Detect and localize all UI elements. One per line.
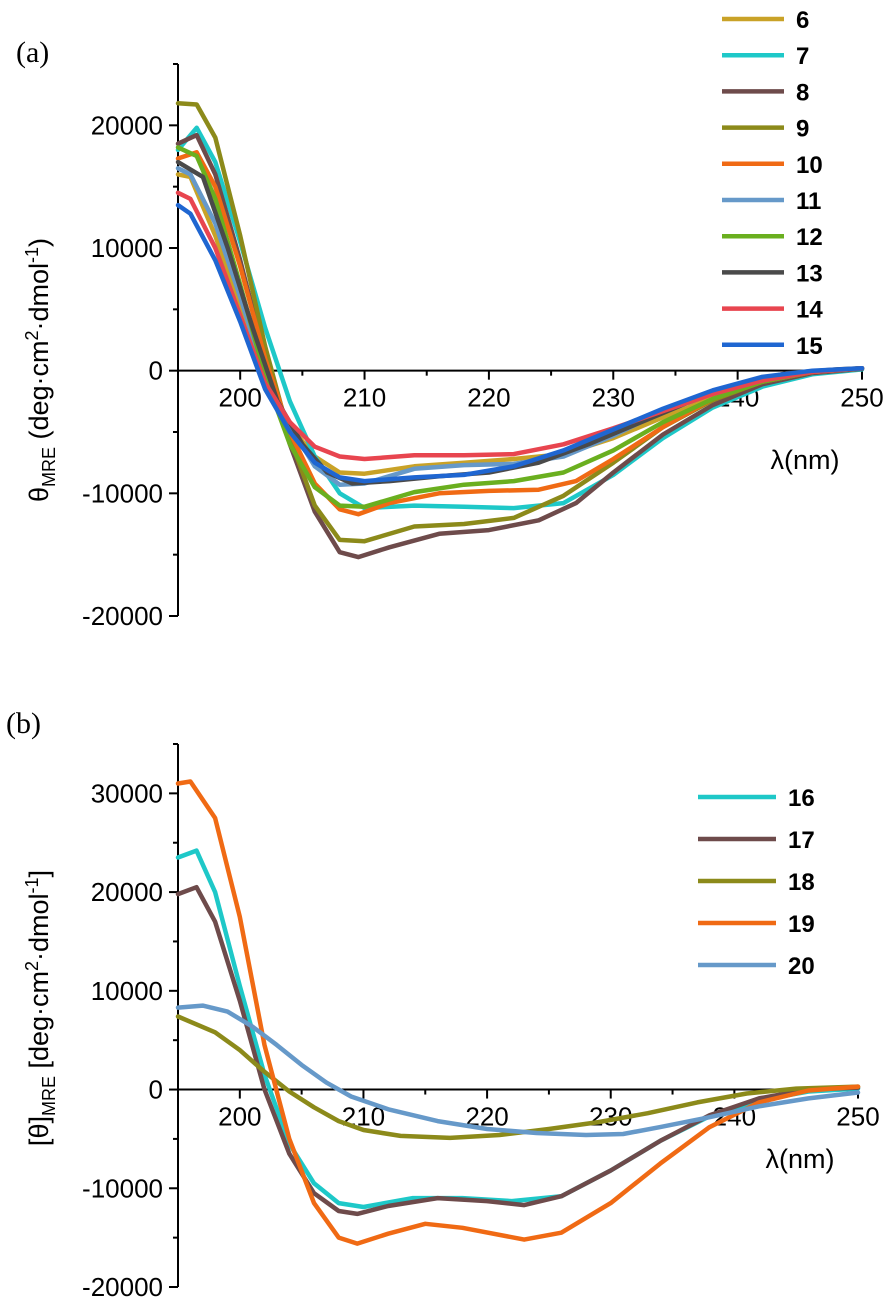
legend-label-8: 8 [796,79,809,106]
y-tick-label-a: 20000 [91,110,163,140]
x-tick-label-b: 250 [836,1102,879,1132]
series-line-11 [175,166,865,487]
legend-label-13: 13 [796,260,823,287]
y-tick-label-a: 10000 [91,233,163,263]
legend-label-18: 18 [788,869,815,896]
legend-label-14: 14 [796,297,823,324]
legend-label-20: 20 [788,953,815,980]
legend-label-16: 16 [788,785,815,812]
series-line-15 [175,202,865,484]
series-line-14 [175,190,865,462]
y-tick-label-b: 10000 [91,976,163,1006]
legend-label-11: 11 [796,188,821,215]
series-line-17 [175,884,861,1217]
series-line-18 [175,1014,861,1141]
series-line-20 [175,1003,861,1138]
x-tick-label-b: 200 [218,1102,261,1132]
y-axis-title-part: 2 [22,961,42,971]
y-axis-title-a: θMRE (deg·cm2·dmol-1) [22,238,59,502]
legend-label-9: 9 [796,116,809,143]
y-tick-label-b: -10000 [82,1173,163,1203]
y-axis-title-part: ] [24,870,54,878]
y-tick-label-b: 30000 [91,778,163,808]
y-axis-title-part: [deg·cm [24,971,54,1076]
legend-label-7: 7 [796,43,809,70]
x-tick-label-a: 210 [343,383,386,413]
y-axis-title-part: θ [24,487,54,502]
legend-label-12: 12 [796,224,823,251]
y-tick-label-a: -10000 [82,478,163,508]
series-line-6 [175,172,865,476]
y-tick-label-a: -20000 [82,601,163,631]
y-tick-label-b: 0 [149,1075,163,1105]
legend-label-17: 17 [788,827,815,854]
series-line-9 [175,101,865,544]
y-axis-title-part: MRE [39,447,59,487]
y-tick-label-b: 20000 [91,877,163,907]
y-axis-title-part: 2 [22,330,42,340]
x-axis-title-b: λ(nm) [766,1144,835,1174]
y-axis-title-part: -1 [22,247,42,263]
legend-label-6: 6 [796,7,809,34]
series-line-13 [175,159,865,486]
y-axis-title-part: ) [24,238,54,247]
series-line-16 [175,848,861,1210]
x-axis-title-a: λ(nm) [771,445,840,475]
x-tick-label-a: 220 [467,383,510,413]
y-axis-title-part: -1 [22,877,42,893]
y-axis-title-part: ·dmol [24,893,54,961]
y-axis-title-part: ·dmol [24,263,54,331]
legend-label-10: 10 [796,152,823,179]
panel-b-label: (b) [6,707,41,740]
y-axis-title-b: [θ]MRE [deg·cm2·dmol-1] [22,870,59,1146]
panel-a-label: (a) [16,36,49,69]
y-axis-title-part: (deg·cm [24,340,54,447]
y-tick-label-b: -20000 [82,1272,163,1302]
legend-label-15: 15 [796,333,823,360]
y-axis-title-part: [θ] [24,1116,54,1146]
series-line-19 [175,779,861,1246]
y-tick-label-a: 0 [149,356,163,386]
x-tick-label-a: 230 [592,383,635,413]
legend-label-19: 19 [788,911,815,938]
x-tick-label-a: 250 [840,383,883,413]
x-tick-label-a: 200 [218,383,261,413]
y-axis-title-part: MRE [39,1076,59,1116]
